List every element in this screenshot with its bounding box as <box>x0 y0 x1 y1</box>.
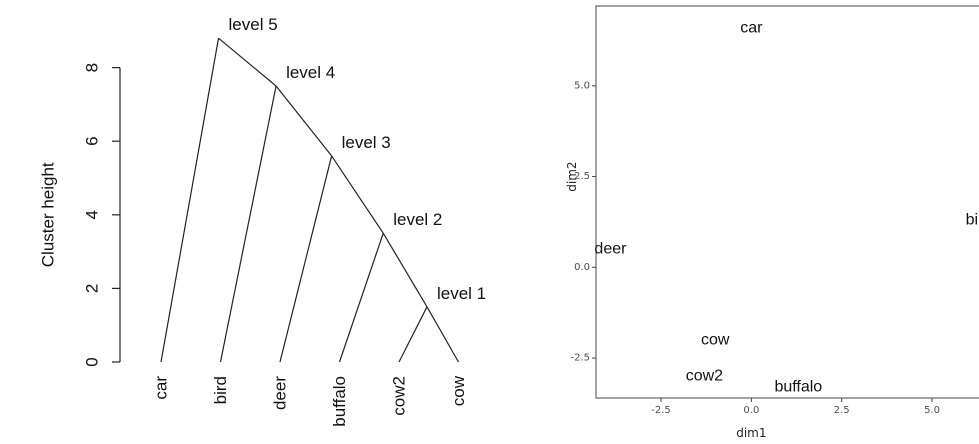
dendrogram-y-tick-label: 8 <box>83 63 102 72</box>
dendrogram-branch <box>426 306 460 363</box>
dendrogram-leaf-label: bird <box>211 376 230 404</box>
mds-y-tick-label: 5.0 <box>574 80 590 91</box>
mds-x-axis-label: dim1 <box>736 426 766 440</box>
dendrogram-branches <box>160 37 460 363</box>
dendrogram-branch <box>218 37 277 87</box>
dendrogram-branch <box>275 85 333 157</box>
dendrogram-y-tick-label: 0 <box>83 357 102 366</box>
mds-point-labels: car bird deer cow cow2 buffalo <box>594 19 979 395</box>
mds-point-cow: cow <box>701 331 730 348</box>
dendrogram-y-axis-label: Cluster height <box>39 162 58 267</box>
dendrogram-merge-label: level 4 <box>286 63 335 82</box>
dendrogram-y-ticks: 0 2 4 6 8 <box>83 63 120 367</box>
dendrogram-merge-label: level 5 <box>229 15 278 34</box>
mds-x-ticks: -2.5 0.0 2.5 5.0 <box>651 398 940 416</box>
mds-plot-frame <box>595 5 979 399</box>
mds-point-car: car <box>740 19 763 36</box>
dendrogram-branch <box>219 85 277 363</box>
mds-x-tick-label: 2.5 <box>834 405 850 416</box>
dendrogram-leaf-label: deer <box>271 376 290 410</box>
dendrogram-leaf-label: buffalo <box>330 376 349 427</box>
dendrogram-branch <box>160 38 220 363</box>
mds-panel: -2.5 0.0 2.5 5.0 -2.5 0.0 2.5 5.0 dim1 dim2 ca… <box>565 5 979 440</box>
mds-x-tick-label: 5.0 <box>924 405 940 416</box>
dendrogram-y-tick-label: 6 <box>83 136 102 145</box>
dendrogram-y-axis: 0 2 4 6 8 Cluster height <box>39 63 121 367</box>
dendrogram-y-tick-label: 2 <box>83 284 102 293</box>
dendrogram-leaf-label: car <box>152 376 171 400</box>
mds-point-deer: deer <box>594 241 627 258</box>
dendrogram-y-tick-label: 4 <box>83 210 102 219</box>
mds-point-buffalo: buffalo <box>774 379 822 396</box>
mds-y-axis-label: dim2 <box>565 161 579 191</box>
mds-y-tick-label: -2.5 <box>570 353 590 364</box>
dendrogram-branch <box>382 232 428 308</box>
dendrogram-branch <box>279 155 333 363</box>
dendrogram-leaf-label: cow <box>449 375 468 406</box>
dendrogram-merge-label: level 2 <box>393 210 442 229</box>
dendrogram-merge-label: level 3 <box>342 133 391 152</box>
dendrogram-leaf-label: cow2 <box>390 376 409 416</box>
mds-point-cow2: cow2 <box>686 368 723 385</box>
mds-x-tick-label: 0.0 <box>743 405 759 416</box>
dendrogram-leaf-labels: car bird deer buffalo cow2 cow <box>152 375 469 426</box>
dendrogram-branch <box>398 306 428 363</box>
dendrogram-merge-label: level 1 <box>437 284 486 303</box>
dendrogram-branch <box>338 233 384 363</box>
mds-y-tick-label: 0.0 <box>574 262 590 273</box>
mds-point-bird: bird <box>966 212 979 229</box>
dendrogram-branch <box>331 155 384 234</box>
mds-y-ticks: -2.5 0.0 2.5 5.0 <box>570 80 596 364</box>
mds-x-tick-label: -2.5 <box>651 405 671 416</box>
dendrogram-merge-labels: level 1 level 2 level 3 level 4 level 5 <box>229 15 487 303</box>
mds-y-tick-label: 2.5 <box>574 171 590 182</box>
